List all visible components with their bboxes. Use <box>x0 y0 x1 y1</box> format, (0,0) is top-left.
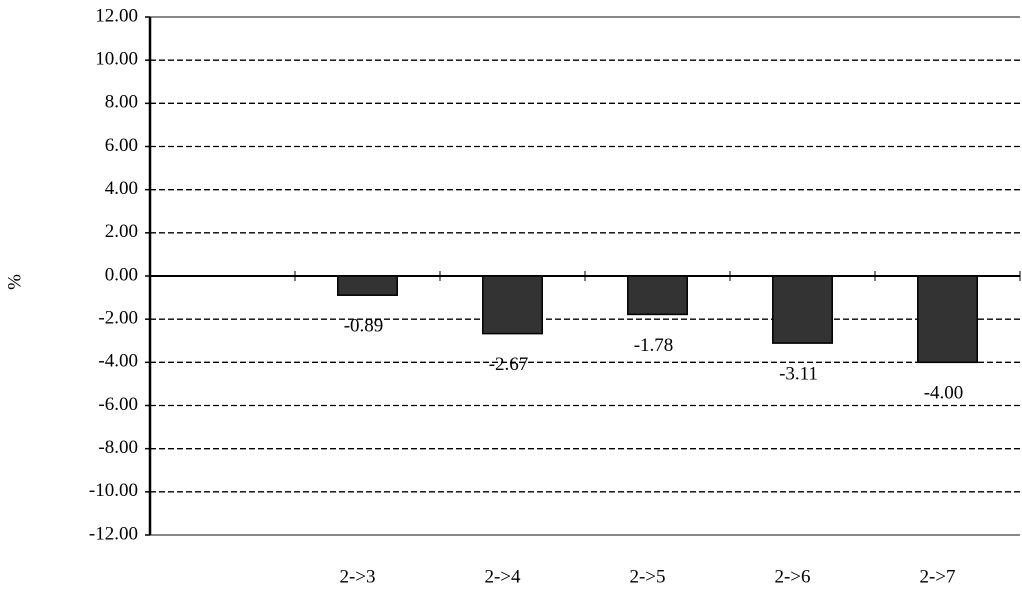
data-label: -2.67 <box>489 354 529 375</box>
y-tick-label: 12.00 <box>95 5 138 26</box>
data-label: -1.78 <box>634 335 674 356</box>
y-tick-label: 2.00 <box>105 221 138 242</box>
data-label: -4.00 <box>924 383 964 404</box>
x-tick-label: 2->6 <box>774 566 810 587</box>
y-tick-label: -8.00 <box>98 437 138 458</box>
y-tick-label: 8.00 <box>105 92 138 113</box>
data-label: -3.11 <box>779 363 818 384</box>
y-tick-label: -12.00 <box>89 523 138 544</box>
bar <box>627 275 688 316</box>
x-tick-label: 2->3 <box>339 566 375 587</box>
y-tick-label: 10.00 <box>95 49 138 70</box>
bar <box>337 275 398 296</box>
x-tick-label: 2->7 <box>919 566 955 587</box>
y-tick-label: 6.00 <box>105 135 138 156</box>
x-tick-label: 2->5 <box>629 566 665 587</box>
y-axis-label: % <box>4 274 25 290</box>
y-tick-label: -2.00 <box>98 308 138 329</box>
y-tick-label: -10.00 <box>89 480 138 501</box>
data-label: -0.89 <box>344 316 384 337</box>
bar <box>772 275 833 344</box>
y-tick-label: 0.00 <box>105 264 138 285</box>
bar <box>482 275 543 335</box>
y-tick-label: -6.00 <box>98 394 138 415</box>
y-tick-label: -4.00 <box>98 351 138 372</box>
x-tick-label: 2->4 <box>484 566 521 587</box>
bar <box>917 275 978 364</box>
y-tick-label: 4.00 <box>105 178 138 199</box>
